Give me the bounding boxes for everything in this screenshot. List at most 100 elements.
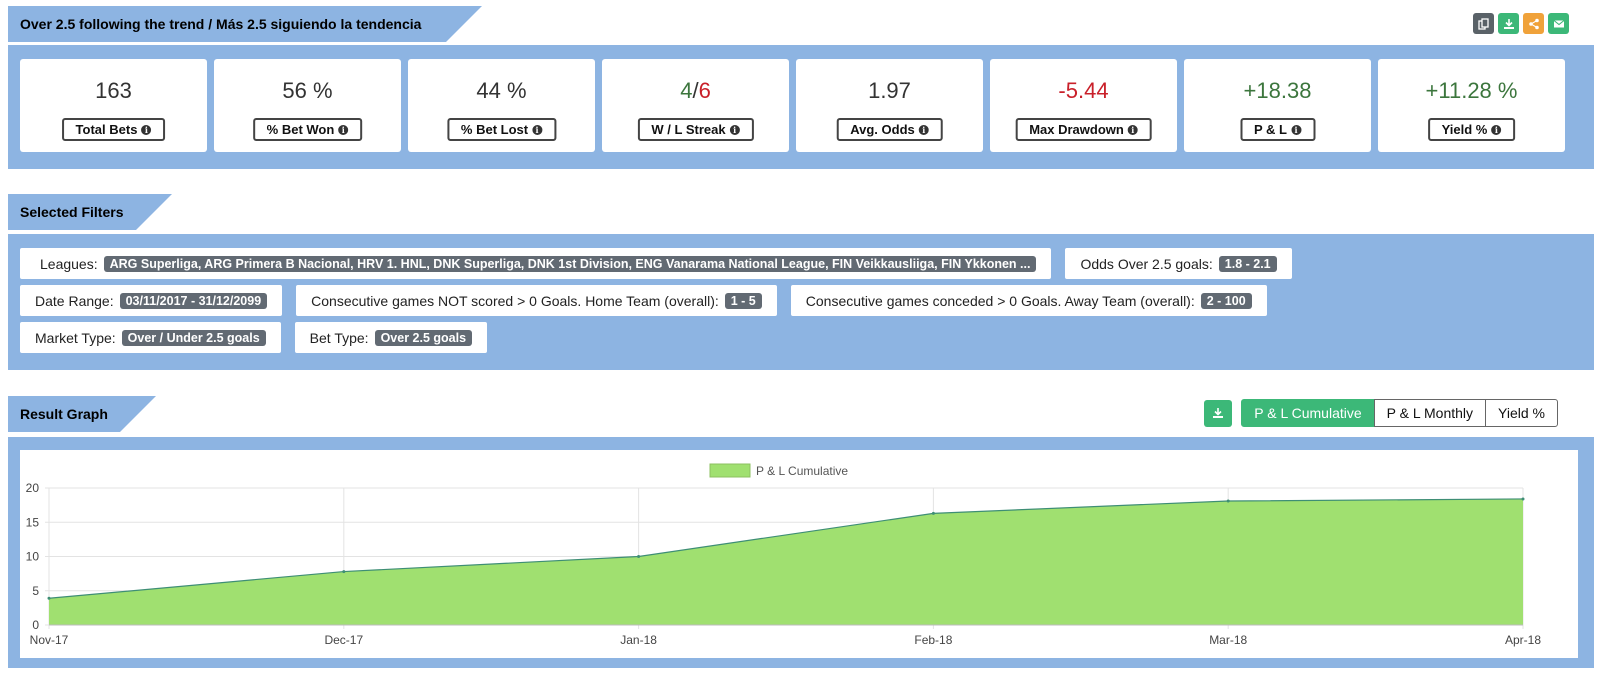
- stat-card-yield: +11.28 % Yield % i: [1378, 59, 1565, 152]
- stat-card-streak: 4/6 W / L Streak i: [602, 59, 789, 152]
- data-point: [1521, 497, 1525, 501]
- pl-cumulative-chart: 0 5 10 15 20 Nov-17 Dec-17 Jan-18 Feb-18 Mar-18 Ap…: [26, 463, 1541, 647]
- stat-label-text: % Bet Won: [266, 122, 335, 137]
- stat-value: 44 %: [476, 78, 527, 103]
- y-tick-label: 0: [32, 618, 39, 632]
- stat-label-button[interactable]: W / L Streak i: [637, 118, 754, 141]
- graph-mode-toggle: P & L Cumulative P & L Monthly Yield %: [1241, 399, 1558, 427]
- series-line: [48, 498, 1524, 599]
- filter-value: 2 - 100: [1200, 292, 1252, 309]
- info-icon: i: [1491, 124, 1502, 135]
- data-point: [1226, 499, 1230, 503]
- stat-label-button[interactable]: Yield % i: [1427, 118, 1516, 141]
- share-button[interactable]: [1523, 13, 1544, 34]
- filter-value: 1.8 - 2.1: [1218, 255, 1277, 272]
- stat-card-pl: +18.38 P & L i: [1184, 59, 1371, 152]
- stat-value: +18.38: [1243, 78, 1312, 103]
- info-icon: i: [1127, 124, 1138, 135]
- filter-value: 03/11/2017 - 31/12/2099: [119, 292, 268, 309]
- y-tick-label: 5: [32, 584, 39, 598]
- stat-label-button[interactable]: % Bet Lost i: [446, 118, 557, 141]
- stat-label-text: P & L: [1254, 122, 1287, 137]
- tab-corner: [136, 194, 172, 230]
- legend-swatch: [709, 463, 751, 478]
- download-icon: [1213, 408, 1224, 418]
- filter-date-range: Date Range: 03/11/2017 - 31/12/2099: [20, 285, 283, 316]
- filter-conceded: Consecutive games conceded > 0 Goals. Aw…: [790, 285, 1267, 316]
- x-tick-label: Jan-18: [620, 633, 657, 647]
- share-icon: [1528, 18, 1539, 29]
- tab-corner: [120, 396, 156, 432]
- x-tick-label: Feb-18: [914, 633, 952, 647]
- filter-odds: Odds Over 2.5 goals: 1.8 - 2.1: [1065, 248, 1292, 279]
- info-icon: i: [918, 124, 929, 135]
- data-point: [637, 555, 641, 558]
- legend-label: P & L Cumulative: [756, 464, 848, 478]
- stat-label-button[interactable]: Total Bets i: [61, 118, 166, 141]
- filter-label: Bet Type:: [309, 329, 369, 346]
- streak-loss: 6: [698, 78, 711, 103]
- email-button[interactable]: [1548, 13, 1569, 34]
- download-button[interactable]: [1498, 13, 1519, 34]
- result-graph-title: Result Graph: [8, 396, 120, 432]
- filters-panel: Leagues: ARG Superliga, ARG Primera B Na…: [8, 234, 1594, 370]
- info-icon: i: [141, 124, 152, 135]
- stat-label-text: Avg. Odds: [850, 122, 915, 137]
- stat-card-bet-lost: 44 % % Bet Lost i: [408, 59, 595, 152]
- chart-container: 0 5 10 15 20 Nov-17 Dec-17 Jan-18 Feb-18 Mar-18 Ap…: [20, 450, 1578, 658]
- x-tick-label: Apr-18: [1505, 633, 1541, 647]
- filter-leagues: Leagues: ARG Superliga, ARG Primera B Na…: [20, 248, 1052, 279]
- download-chart-button[interactable]: [1204, 399, 1233, 427]
- info-icon: i: [338, 124, 349, 135]
- copy-icon: [1477, 17, 1489, 30]
- stat-card-max-drawdown: -5.44 Max Drawdown i: [990, 59, 1177, 152]
- tab-pl-cumulative[interactable]: P & L Cumulative: [1241, 399, 1375, 427]
- filter-label: Consecutive games NOT scored > 0 Goals. …: [311, 292, 719, 309]
- filter-bet-type: Bet Type: Over 2.5 goals: [294, 322, 488, 353]
- stat-label-button[interactable]: Avg. Odds i: [836, 118, 943, 141]
- stat-label-button[interactable]: % Bet Won i: [252, 118, 363, 141]
- tab-corner: [446, 6, 482, 42]
- info-icon: i: [532, 124, 543, 135]
- header-actions: [1473, 13, 1569, 34]
- y-tick-label: 10: [26, 550, 40, 564]
- stat-label-text: % Bet Lost: [460, 122, 529, 137]
- info-icon: i: [729, 124, 740, 135]
- data-point: [931, 511, 935, 515]
- stat-card-bet-won: 56 % % Bet Won i: [214, 59, 401, 152]
- stats-panel: 163 Total Bets i 56 % % Bet Won i 44 % % B…: [8, 45, 1594, 169]
- filter-value: Over / Under 2.5 goals: [121, 329, 266, 346]
- stat-label-text: W / L Streak: [651, 122, 726, 137]
- filter-value: 1 - 5: [724, 292, 762, 309]
- copy-button[interactable]: [1473, 13, 1494, 34]
- x-tick-label: Mar-18: [1209, 633, 1247, 647]
- tab-yield[interactable]: Yield %: [1485, 399, 1558, 427]
- filter-value: Over 2.5 goals: [374, 329, 473, 346]
- data-point: [342, 570, 346, 574]
- filters-title: Selected Filters: [8, 194, 136, 230]
- filter-label: Odds Over 2.5 goals:: [1080, 255, 1213, 272]
- streak-sep: /: [692, 78, 699, 103]
- filter-not-scored: Consecutive games NOT scored > 0 Goals. …: [296, 285, 777, 316]
- filter-label: Date Range:: [35, 292, 114, 309]
- tab-pl-monthly[interactable]: P & L Monthly: [1373, 399, 1487, 427]
- stat-label-button[interactable]: Max Drawdown i: [1015, 118, 1152, 141]
- filter-market-type: Market Type: Over / Under 2.5 goals: [20, 322, 281, 353]
- stat-value: +11.28 %: [1425, 78, 1518, 103]
- filter-value: ARG Superliga, ARG Primera B Nacional, H…: [103, 255, 1037, 272]
- x-tick-label: Dec-17: [324, 633, 363, 647]
- y-tick-label: 20: [26, 481, 40, 495]
- graph-controls: P & L Cumulative P & L Monthly Yield %: [1204, 399, 1558, 427]
- stat-value: 4/6: [602, 78, 789, 104]
- stat-card-total-bets: 163 Total Bets i: [20, 59, 207, 152]
- stat-card-avg-odds: 1.97 Avg. Odds i: [796, 59, 983, 152]
- stat-value: 56 %: [282, 78, 333, 103]
- filter-label: Consecutive games conceded > 0 Goals. Aw…: [805, 292, 1195, 309]
- stat-value: 1.97: [868, 78, 911, 103]
- stat-value: -5.44: [1058, 78, 1109, 103]
- stat-label-text: Yield %: [1441, 122, 1488, 137]
- download-icon: [1503, 18, 1514, 29]
- area-fill: [49, 498, 1523, 625]
- streak-win: 4: [680, 78, 693, 103]
